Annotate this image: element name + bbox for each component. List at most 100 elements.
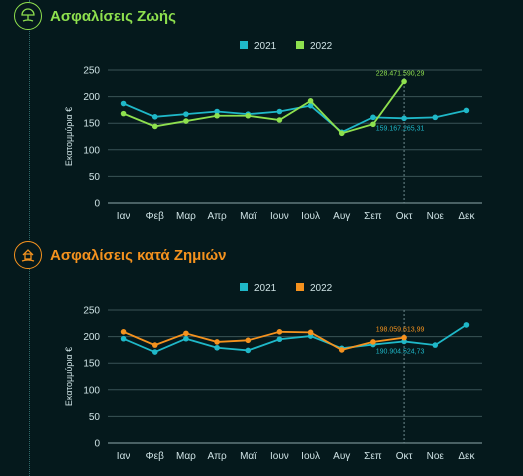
life-insurance-header: Ασφαλίσεις Ζωής xyxy=(14,2,176,30)
x-tick-label: Φεβ xyxy=(146,451,164,462)
house-hand-icon xyxy=(14,241,42,269)
data-label: 159.167.265,31 xyxy=(376,125,425,132)
property-insurance-header: Ασφαλίσεις κατά Ζημιών xyxy=(14,241,227,269)
x-tick-label: Σεπ xyxy=(364,211,382,222)
data-point-2022 xyxy=(401,78,407,85)
x-tick-label: Μαρ xyxy=(176,211,196,222)
legend-label: 2022 xyxy=(310,283,333,294)
series-line-2021 xyxy=(123,102,467,134)
x-tick-label: Απρ xyxy=(207,211,227,222)
x-tick-label: Ιουλ xyxy=(301,211,320,222)
legend-label: 2021 xyxy=(254,283,277,294)
data-point-2021 xyxy=(151,349,158,355)
y-axis-label: Εκατομμύρια € xyxy=(64,107,74,166)
legend-swatch xyxy=(296,283,304,291)
y-tick-label: 50 xyxy=(89,412,101,423)
data-point-2022 xyxy=(276,329,283,335)
y-tick-label: 100 xyxy=(83,385,100,396)
y-tick-label: 100 xyxy=(83,145,100,156)
data-point-2022 xyxy=(370,121,376,128)
y-tick-label: 200 xyxy=(83,92,100,103)
legend-swatch xyxy=(296,41,304,49)
x-tick-label: Μαϊ xyxy=(240,211,257,222)
data-label: 228.471.590,29 xyxy=(376,70,425,77)
y-tick-label: 150 xyxy=(83,359,100,370)
property-insurance-chart: 0 50 100 150 200 250 Εκατομμύρια € Ιαν Φεβ Μαρ Απρ… xyxy=(64,283,482,462)
data-point-2022 xyxy=(338,347,345,353)
data-point-2021 xyxy=(276,336,283,343)
data-point-2021 xyxy=(401,115,407,122)
data-point-2021 xyxy=(432,342,439,348)
x-tick-label: Δεκ xyxy=(458,211,475,222)
data-point-2022 xyxy=(183,330,189,337)
data-point-2021 xyxy=(120,335,127,342)
x-tick-label: Σεπ xyxy=(364,451,382,462)
series-line-2022 xyxy=(123,80,405,135)
x-tick-label: Φεβ xyxy=(146,211,164,222)
legend-label: 2021 xyxy=(254,41,277,52)
timeline-line xyxy=(29,0,30,476)
data-point-2021 xyxy=(214,344,220,351)
data-point-2022 xyxy=(245,337,252,344)
legend-swatch xyxy=(240,41,248,49)
life-insurance-chart: 0 50 100 150 200 250 Εκατομμύρια € Ιαν Φεβ Μαρ Απρ… xyxy=(64,41,482,222)
data-point-2021 xyxy=(183,335,189,342)
x-tick-label: Ιουλ xyxy=(301,451,320,462)
y-tick-label: 0 xyxy=(94,199,100,210)
data-point-2022 xyxy=(338,130,345,137)
data-point-2021 xyxy=(432,114,439,121)
y-tick-label: 250 xyxy=(83,66,100,77)
data-label: 190.904.524,73 xyxy=(376,348,425,355)
x-tick-label: Δεκ xyxy=(458,451,475,462)
data-point-2021 xyxy=(463,322,470,328)
series-line-2021 xyxy=(123,324,467,354)
data-point-2022 xyxy=(401,334,407,341)
data-point-2021 xyxy=(370,114,376,121)
data-point-2022 xyxy=(120,110,127,117)
legend-label: 2022 xyxy=(310,41,333,52)
x-tick-label: Αυγ xyxy=(333,451,350,462)
y-tick-label: 150 xyxy=(83,119,100,130)
y-tick-label: 0 xyxy=(94,439,100,450)
data-point-2021 xyxy=(276,108,283,115)
data-point-2021 xyxy=(151,114,158,120)
section-title-property: Ασφαλίσεις κατά Ζημιών xyxy=(50,246,227,264)
x-tick-label: Οκτ xyxy=(396,451,413,462)
data-point-2021 xyxy=(245,347,252,354)
x-tick-label: Ιαν xyxy=(117,451,131,462)
data-point-2022 xyxy=(214,112,220,119)
y-axis-label: Εκατομμύρια € xyxy=(64,347,74,406)
x-tick-label: Νοε xyxy=(427,211,445,222)
data-point-2022 xyxy=(183,118,189,124)
data-point-2021 xyxy=(214,108,220,115)
data-point-2021 xyxy=(463,107,470,114)
data-point-2022 xyxy=(214,339,220,345)
data-point-2022 xyxy=(245,112,252,119)
data-point-2022 xyxy=(307,329,314,336)
x-tick-label: Ιαν xyxy=(117,211,131,222)
data-point-2022 xyxy=(307,98,314,104)
x-tick-label: Αυγ xyxy=(333,211,350,222)
data-point-2021 xyxy=(120,100,127,107)
x-tick-label: Ιουν xyxy=(270,451,289,462)
data-point-2022 xyxy=(151,123,158,130)
x-tick-label: Μαϊ xyxy=(240,451,257,462)
section-title-life: Ασφαλίσεις Ζωής xyxy=(50,7,176,25)
umbrella-hand-icon xyxy=(14,2,42,30)
data-point-2021 xyxy=(307,102,314,109)
x-tick-label: Οκτ xyxy=(396,211,413,222)
series-line-2022 xyxy=(123,330,405,351)
x-tick-label: Νοε xyxy=(427,451,445,462)
data-point-2022 xyxy=(370,339,376,345)
x-tick-label: Μαρ xyxy=(176,451,196,462)
x-tick-label: Απρ xyxy=(207,451,227,462)
data-point-2022 xyxy=(151,342,158,348)
data-label: 198.059.613,99 xyxy=(376,327,425,334)
x-tick-label: Ιουν xyxy=(270,211,289,222)
data-point-2022 xyxy=(276,117,283,123)
data-point-2021 xyxy=(183,111,189,117)
data-point-2022 xyxy=(120,329,127,335)
legend-swatch xyxy=(240,283,248,291)
y-tick-label: 50 xyxy=(89,172,101,183)
y-tick-label: 250 xyxy=(83,306,100,317)
